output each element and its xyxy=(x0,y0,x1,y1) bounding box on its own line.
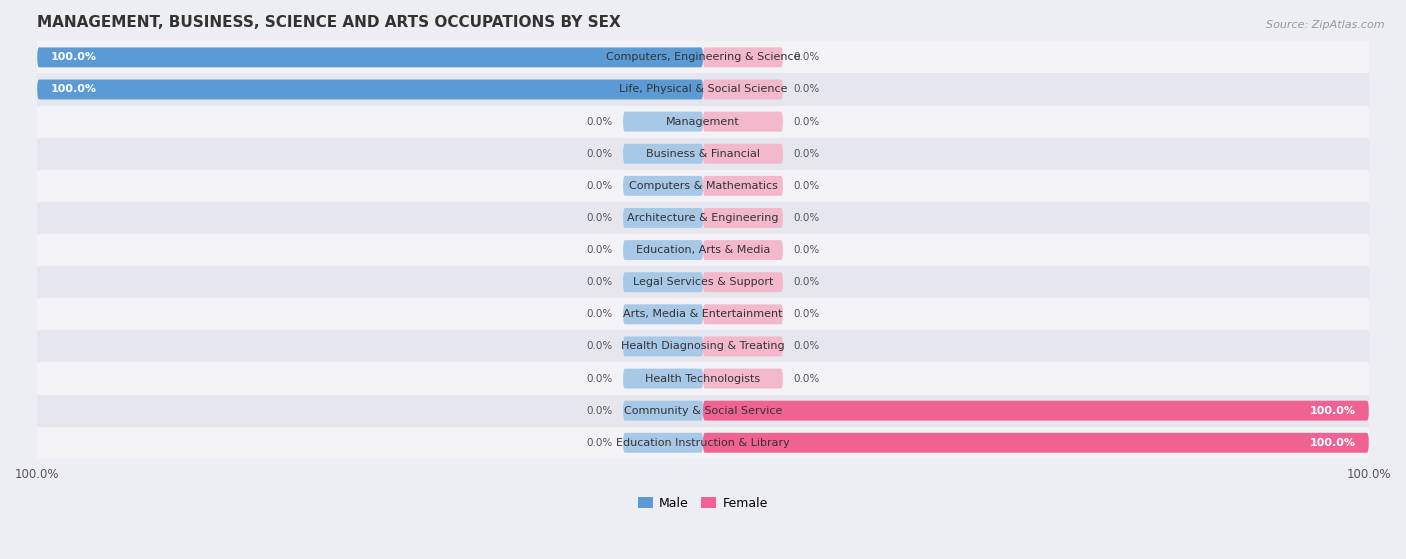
FancyBboxPatch shape xyxy=(703,112,783,131)
Text: 100.0%: 100.0% xyxy=(51,53,97,63)
Text: 0.0%: 0.0% xyxy=(586,245,613,255)
Text: 0.0%: 0.0% xyxy=(793,277,820,287)
FancyBboxPatch shape xyxy=(623,112,703,131)
FancyBboxPatch shape xyxy=(703,208,783,228)
Bar xyxy=(37,202,1369,234)
Text: 100.0%: 100.0% xyxy=(1309,406,1355,416)
Text: Business & Financial: Business & Financial xyxy=(645,149,761,159)
Text: Legal Services & Support: Legal Services & Support xyxy=(633,277,773,287)
Text: 0.0%: 0.0% xyxy=(586,181,613,191)
Text: 100.0%: 100.0% xyxy=(1309,438,1355,448)
Bar xyxy=(37,106,1369,138)
Text: 0.0%: 0.0% xyxy=(586,213,613,223)
Bar xyxy=(37,299,1369,330)
Text: Computers, Engineering & Science: Computers, Engineering & Science xyxy=(606,53,800,63)
Text: 0.0%: 0.0% xyxy=(793,373,820,383)
Bar xyxy=(37,234,1369,266)
Text: 0.0%: 0.0% xyxy=(586,406,613,416)
FancyBboxPatch shape xyxy=(37,79,703,100)
Text: Community & Social Service: Community & Social Service xyxy=(624,406,782,416)
Text: 0.0%: 0.0% xyxy=(793,181,820,191)
Text: 0.0%: 0.0% xyxy=(793,149,820,159)
FancyBboxPatch shape xyxy=(703,304,783,324)
FancyBboxPatch shape xyxy=(623,337,703,357)
Text: 0.0%: 0.0% xyxy=(793,309,820,319)
Text: 0.0%: 0.0% xyxy=(586,117,613,126)
Text: Education Instruction & Library: Education Instruction & Library xyxy=(616,438,790,448)
Bar xyxy=(37,330,1369,362)
Bar xyxy=(37,138,1369,170)
FancyBboxPatch shape xyxy=(703,144,783,164)
FancyBboxPatch shape xyxy=(623,368,703,389)
Text: Education, Arts & Media: Education, Arts & Media xyxy=(636,245,770,255)
FancyBboxPatch shape xyxy=(623,272,703,292)
Text: Health Diagnosing & Treating: Health Diagnosing & Treating xyxy=(621,342,785,352)
FancyBboxPatch shape xyxy=(703,433,1369,453)
Text: 0.0%: 0.0% xyxy=(586,277,613,287)
Bar xyxy=(37,266,1369,299)
FancyBboxPatch shape xyxy=(703,401,1369,420)
Text: Computers & Mathematics: Computers & Mathematics xyxy=(628,181,778,191)
Bar xyxy=(37,73,1369,106)
FancyBboxPatch shape xyxy=(703,48,783,67)
FancyBboxPatch shape xyxy=(703,272,783,292)
FancyBboxPatch shape xyxy=(623,144,703,164)
FancyBboxPatch shape xyxy=(703,240,783,260)
FancyBboxPatch shape xyxy=(703,176,783,196)
Text: 0.0%: 0.0% xyxy=(793,245,820,255)
Text: Health Technologists: Health Technologists xyxy=(645,373,761,383)
FancyBboxPatch shape xyxy=(623,240,703,260)
Text: Arts, Media & Entertainment: Arts, Media & Entertainment xyxy=(623,309,783,319)
Legend: Male, Female: Male, Female xyxy=(633,492,773,515)
FancyBboxPatch shape xyxy=(37,48,703,67)
Text: 0.0%: 0.0% xyxy=(586,342,613,352)
Bar xyxy=(37,362,1369,395)
FancyBboxPatch shape xyxy=(623,433,703,453)
Bar xyxy=(37,41,1369,73)
FancyBboxPatch shape xyxy=(703,337,783,357)
Bar xyxy=(37,395,1369,427)
Text: 0.0%: 0.0% xyxy=(586,309,613,319)
Bar xyxy=(37,427,1369,459)
Text: Source: ZipAtlas.com: Source: ZipAtlas.com xyxy=(1267,20,1385,30)
FancyBboxPatch shape xyxy=(623,208,703,228)
Bar xyxy=(37,170,1369,202)
Text: 0.0%: 0.0% xyxy=(586,373,613,383)
FancyBboxPatch shape xyxy=(703,79,783,100)
FancyBboxPatch shape xyxy=(623,401,703,420)
Text: 0.0%: 0.0% xyxy=(793,53,820,63)
Text: 0.0%: 0.0% xyxy=(793,213,820,223)
Text: 100.0%: 100.0% xyxy=(51,84,97,94)
FancyBboxPatch shape xyxy=(623,304,703,324)
Text: 0.0%: 0.0% xyxy=(793,342,820,352)
FancyBboxPatch shape xyxy=(703,368,783,389)
Text: 0.0%: 0.0% xyxy=(586,149,613,159)
Text: Architecture & Engineering: Architecture & Engineering xyxy=(627,213,779,223)
Text: MANAGEMENT, BUSINESS, SCIENCE AND ARTS OCCUPATIONS BY SEX: MANAGEMENT, BUSINESS, SCIENCE AND ARTS O… xyxy=(37,15,621,30)
Text: 0.0%: 0.0% xyxy=(793,117,820,126)
Text: Life, Physical & Social Science: Life, Physical & Social Science xyxy=(619,84,787,94)
Text: 0.0%: 0.0% xyxy=(793,84,820,94)
FancyBboxPatch shape xyxy=(623,176,703,196)
Text: 0.0%: 0.0% xyxy=(586,438,613,448)
Text: Management: Management xyxy=(666,117,740,126)
